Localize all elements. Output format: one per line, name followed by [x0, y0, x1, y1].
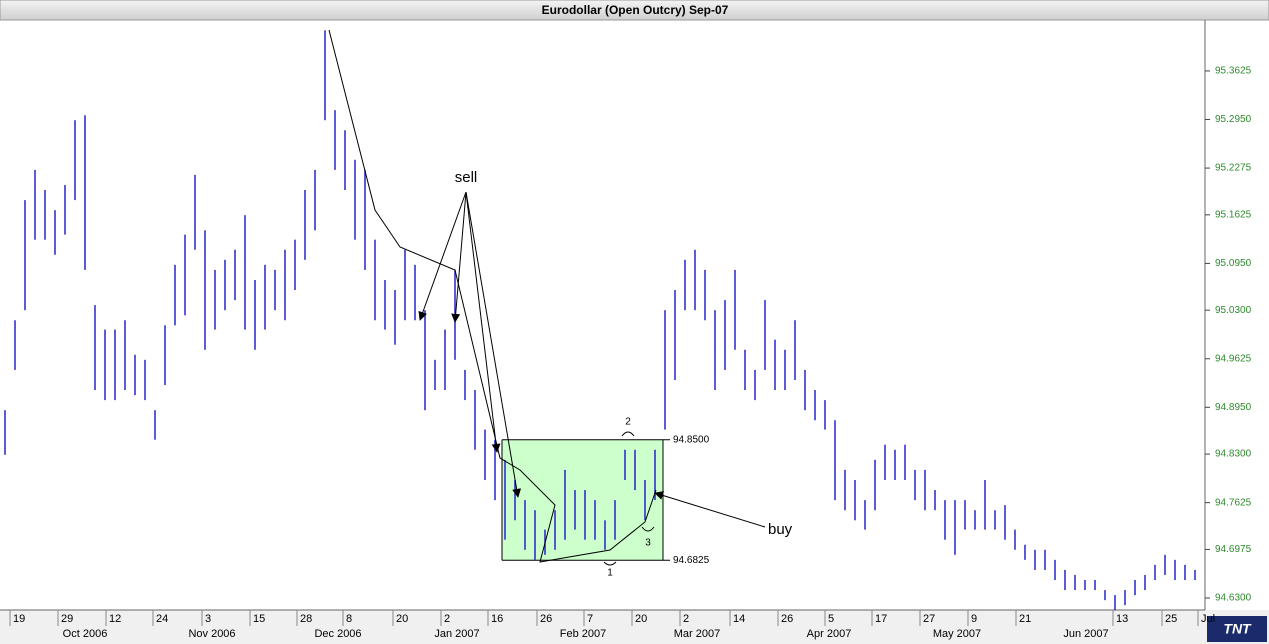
- x-tick-label: 16: [491, 613, 503, 625]
- range-box-group: 94.8500 94.6825: [501, 434, 710, 566]
- point-label: 2: [625, 417, 631, 428]
- chart-title: Eurodollar (Open Outcry) Sep-07: [542, 3, 729, 17]
- month-label: May 2007: [933, 628, 981, 640]
- trend-lines: [328, 29, 766, 566]
- y-tick-label: 95.3625: [1215, 66, 1252, 77]
- x-tick-label: 9: [971, 613, 977, 625]
- x-tick-label: 14: [733, 613, 745, 625]
- month-label: Oct 2006: [63, 628, 108, 640]
- x-tick-label: 19: [13, 613, 25, 625]
- y-tick-label: 95.0300: [1215, 305, 1252, 316]
- month-label: Jan 2007: [434, 628, 479, 640]
- range-label: 94.6825: [673, 555, 710, 566]
- month-label: Apr 2007: [807, 628, 852, 640]
- x-tick-label: 8: [346, 613, 352, 625]
- x-tick-label: 24: [156, 613, 168, 625]
- sell-label: sell: [455, 169, 478, 186]
- y-tick-label: 95.0950: [1215, 258, 1252, 269]
- x-tick-label: 7: [587, 613, 593, 625]
- arrow: [465, 191, 501, 453]
- arrow: [451, 191, 467, 323]
- month-label: Dec 2006: [314, 628, 361, 640]
- title-bar: [0, 0, 1269, 21]
- y-tick-label: 95.2275: [1215, 163, 1252, 174]
- arc: [603, 561, 617, 566]
- month-label: Nov 2006: [188, 628, 235, 640]
- x-tick-label: 27: [923, 613, 935, 625]
- y-tick-label: 94.6975: [1215, 544, 1252, 555]
- x-tick-label: 2: [444, 613, 450, 625]
- x-tick-label: 26: [540, 613, 552, 625]
- y-tick-label: 95.1625: [1215, 209, 1252, 220]
- x-tick-label: 28: [300, 613, 312, 625]
- arrow: [418, 191, 467, 321]
- x-tick-label: 2: [683, 613, 689, 625]
- x-tick-label: 5: [828, 613, 834, 625]
- x-tick-label: 3: [205, 613, 211, 625]
- x-axis-area: [0, 610, 1269, 644]
- y-tick-label: 94.8300: [1215, 449, 1252, 460]
- point-label: 3: [645, 538, 651, 549]
- month-label: Feb 2007: [560, 628, 606, 640]
- month-label: Mar 2007: [674, 628, 720, 640]
- range-box: [502, 439, 663, 561]
- arrow: [654, 491, 766, 528]
- y-tick-label: 94.7625: [1215, 497, 1252, 508]
- x-tick-label: 13: [1116, 613, 1128, 625]
- logo-box: [1207, 616, 1267, 642]
- range-label: 94.8500: [673, 434, 710, 445]
- y-tick-label: 94.6300: [1215, 593, 1252, 604]
- x-tick-label: 21: [1019, 613, 1031, 625]
- x-tick-label: 29: [61, 613, 73, 625]
- y-tick-label: 94.8950: [1215, 402, 1252, 413]
- x-tick-label: 26: [781, 613, 793, 625]
- x-tick-label: 12: [109, 613, 121, 625]
- trend-line: [328, 29, 657, 563]
- point-label: 1: [607, 568, 613, 579]
- x-tick-label: Jul: [1201, 613, 1215, 625]
- y-tick-label: 95.2950: [1215, 114, 1252, 125]
- x-tick-label: 20: [635, 613, 647, 625]
- month-label: Jun 2007: [1063, 628, 1108, 640]
- x-tick-label: 25: [1165, 613, 1177, 625]
- x-tick-label: 20: [396, 613, 408, 625]
- buy-label: buy: [768, 521, 793, 538]
- x-tick-label: 17: [875, 613, 887, 625]
- arc: [641, 526, 655, 532]
- arrow: [465, 191, 522, 498]
- arc: [621, 431, 635, 437]
- logo: TNT: [1223, 621, 1252, 637]
- x-tick-label: 15: [253, 613, 265, 625]
- y-tick-label: 94.9625: [1215, 353, 1252, 364]
